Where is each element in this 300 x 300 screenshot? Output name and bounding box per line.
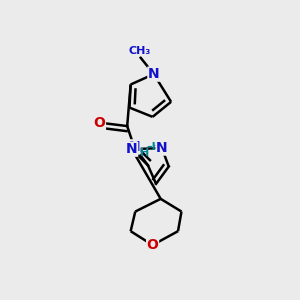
Text: N: N (156, 141, 168, 155)
Text: –H: –H (147, 142, 162, 152)
Text: N: N (128, 140, 140, 154)
Text: N: N (148, 67, 160, 81)
Text: O: O (147, 238, 158, 252)
Text: CH₃: CH₃ (129, 46, 151, 56)
Text: O: O (94, 116, 105, 130)
Text: N: N (126, 142, 138, 156)
Text: H: H (140, 148, 149, 158)
